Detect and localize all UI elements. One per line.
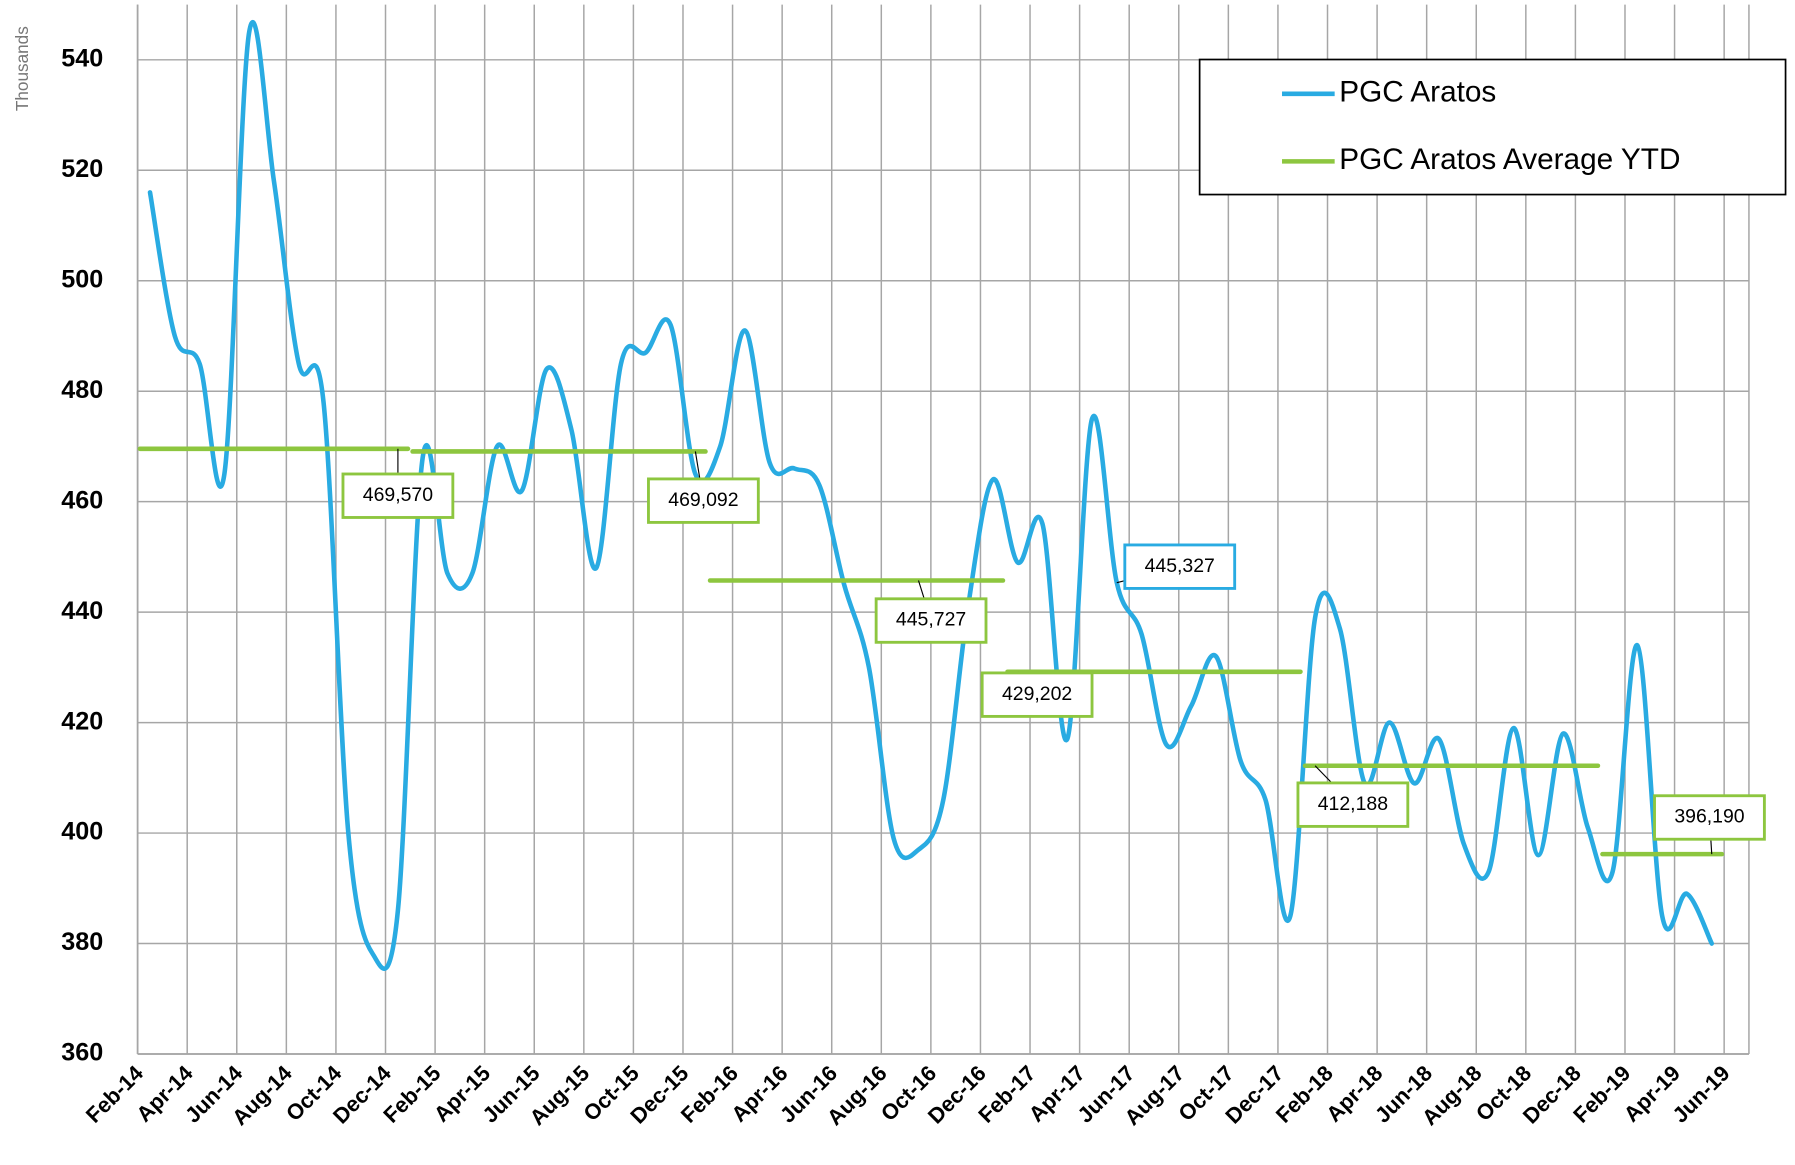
legend-label: PGC Aratos [1339,76,1496,109]
data-label: 445,727 [896,609,966,631]
x-tick-label: Feb-17 [973,1060,1040,1127]
y-tick-label: 380 [61,928,103,956]
data-label: 445,327 [1145,555,1215,577]
data-label-box [1123,543,1237,590]
data-label-box [1653,794,1766,841]
data-label-box [647,477,760,524]
y-tick-label: 520 [61,155,103,183]
data-label: 469,570 [363,484,433,506]
y-tick-label: 480 [61,376,103,404]
legend: PGC Aratos PGC Aratos Average YTD [1198,58,1787,196]
legend-label: PGC Aratos Average YTD [1339,143,1680,176]
y-tick-label: 400 [61,818,103,846]
x-tick-label: Jun-19 [1667,1060,1734,1127]
y-tick-label: 540 [61,44,103,72]
data-label-box [980,671,1094,718]
data-label: 396,190 [1674,806,1744,828]
x-tick-label: Feb-15 [378,1060,445,1127]
x-tick-label: Feb-18 [1271,1060,1338,1127]
legend-box [1198,58,1787,196]
x-tick-label: Feb-19 [1568,1060,1635,1127]
y-axis-label: Thousands [12,26,32,111]
data-label-box [1296,781,1410,828]
data-label-box [341,472,455,519]
y-tick-label: 440 [61,597,103,625]
data-label: 412,188 [1318,793,1388,815]
y-tick-label: 360 [61,1039,103,1067]
y-tick-label: 460 [61,486,103,514]
y-tick-label: 420 [61,707,103,735]
data-label: 469,092 [668,489,738,511]
data-label-box [874,597,988,644]
x-tick-label: Feb-16 [676,1060,743,1127]
data-label: 429,202 [1002,683,1072,705]
x-tick-label: Feb-14 [81,1060,148,1127]
y-tick-label: 500 [61,265,103,293]
